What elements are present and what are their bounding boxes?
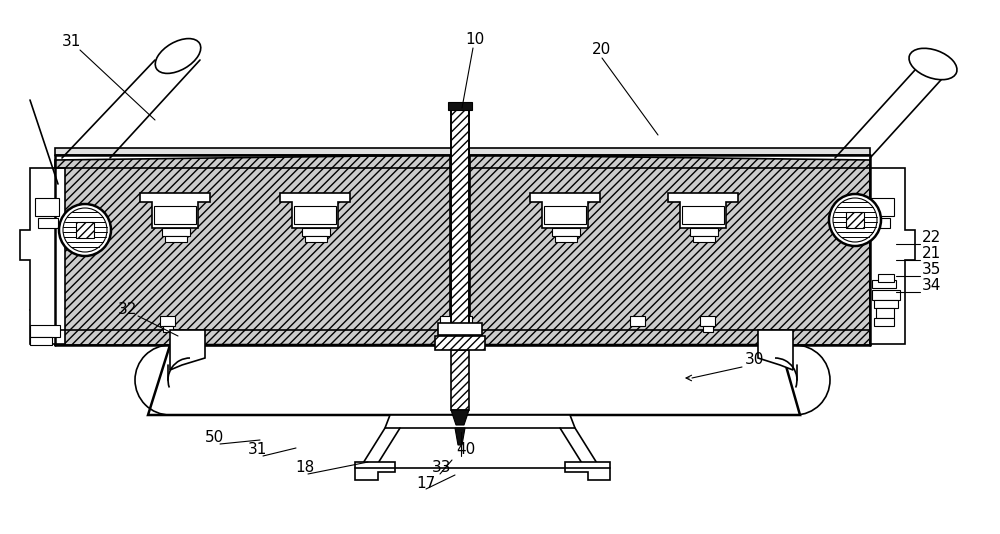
Bar: [870, 198, 894, 216]
Bar: [451, 105, 469, 345]
Polygon shape: [55, 148, 870, 155]
Text: 31: 31: [248, 443, 267, 458]
Text: 10: 10: [465, 33, 484, 48]
Bar: [874, 300, 898, 308]
Bar: [305, 236, 327, 242]
Bar: [438, 323, 482, 335]
Polygon shape: [470, 155, 870, 345]
Bar: [555, 236, 577, 242]
Text: 35: 35: [922, 263, 941, 278]
Polygon shape: [20, 168, 65, 344]
Polygon shape: [55, 155, 450, 345]
Bar: [874, 318, 894, 326]
Bar: [552, 228, 580, 236]
Bar: [544, 206, 586, 224]
Ellipse shape: [829, 194, 881, 246]
Bar: [30, 325, 60, 337]
Bar: [165, 236, 187, 242]
Bar: [846, 212, 864, 228]
Bar: [435, 336, 485, 350]
Polygon shape: [870, 168, 915, 344]
Text: 17: 17: [416, 475, 435, 491]
Text: 20: 20: [592, 43, 611, 58]
Bar: [876, 308, 894, 318]
Bar: [700, 316, 715, 326]
Bar: [682, 206, 724, 224]
Ellipse shape: [909, 48, 957, 80]
Ellipse shape: [155, 38, 201, 73]
Text: 31: 31: [62, 35, 81, 50]
Polygon shape: [668, 193, 738, 228]
Polygon shape: [385, 415, 575, 428]
Polygon shape: [530, 193, 600, 228]
Bar: [693, 236, 715, 242]
Bar: [302, 228, 330, 236]
Text: 40: 40: [456, 443, 475, 458]
Bar: [630, 316, 645, 326]
Bar: [878, 274, 894, 282]
Bar: [38, 218, 58, 228]
Polygon shape: [758, 330, 793, 370]
Bar: [440, 316, 455, 326]
Polygon shape: [565, 462, 610, 480]
Text: 32: 32: [118, 302, 137, 318]
Polygon shape: [355, 462, 395, 480]
Bar: [703, 326, 713, 332]
Bar: [451, 350, 469, 410]
Bar: [872, 280, 896, 288]
Bar: [35, 198, 59, 216]
Bar: [872, 290, 900, 300]
Polygon shape: [148, 345, 800, 415]
Ellipse shape: [63, 208, 107, 252]
Ellipse shape: [59, 204, 111, 256]
Text: 18: 18: [295, 460, 314, 475]
Text: 50: 50: [205, 430, 224, 445]
Text: 33: 33: [432, 460, 452, 475]
Text: 22: 22: [922, 231, 941, 246]
Ellipse shape: [833, 198, 877, 242]
Bar: [690, 228, 718, 236]
Text: 30: 30: [745, 352, 764, 367]
Bar: [160, 316, 175, 326]
Polygon shape: [451, 410, 469, 425]
Polygon shape: [455, 428, 465, 445]
Bar: [162, 228, 190, 236]
Text: 34: 34: [922, 279, 941, 294]
Bar: [460, 316, 472, 324]
Bar: [448, 102, 472, 110]
Text: 21: 21: [922, 247, 941, 262]
Bar: [870, 218, 890, 228]
Polygon shape: [140, 193, 210, 228]
Bar: [163, 326, 173, 332]
Polygon shape: [170, 330, 205, 370]
Bar: [154, 206, 196, 224]
Bar: [30, 337, 52, 345]
Polygon shape: [280, 193, 350, 228]
Bar: [294, 206, 336, 224]
Bar: [76, 222, 94, 238]
